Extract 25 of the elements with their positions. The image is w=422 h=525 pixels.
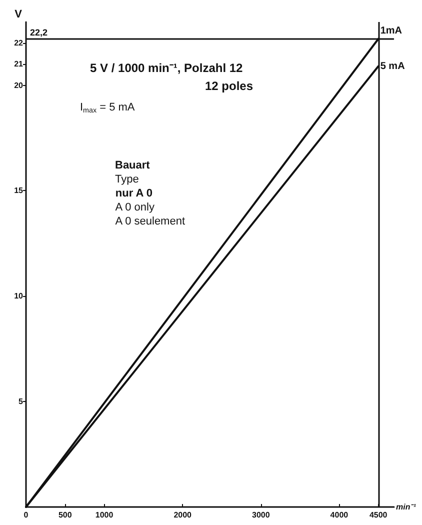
- y-axis-title: V: [14, 8, 23, 20]
- x-tick-label: 4500: [369, 510, 388, 520]
- series-label: 5 mA: [380, 60, 405, 72]
- x-tick-label: 0: [24, 510, 29, 520]
- x-tick-label: 500: [58, 510, 72, 520]
- x-tick-label: 1000: [95, 510, 114, 520]
- annotation: Bauart: [115, 160, 150, 172]
- annotation: 5 V / 1000 min⁻¹, Polzahl 12: [90, 61, 244, 75]
- y-tick-label: 22: [14, 38, 24, 48]
- annotation: A 0 seulement: [115, 216, 186, 228]
- y-tick-label: 10: [14, 292, 24, 301]
- annotation: Type: [114, 174, 139, 186]
- ref-line-label: 22,2: [30, 27, 48, 38]
- x-tick-label: 4000: [330, 510, 349, 520]
- annotation: nur A 0: [115, 188, 152, 200]
- annotation: A 0 only: [115, 202, 155, 214]
- y-tick-label: 21: [14, 60, 24, 69]
- x-tick-label: 3000: [252, 510, 270, 520]
- y-tick-label: 20: [14, 80, 24, 90]
- y-tick-label: 15: [14, 186, 24, 196]
- series-label: 1mA: [380, 25, 402, 36]
- y-tick-label: 5: [18, 397, 24, 406]
- annotation: 12 poles: [205, 79, 254, 93]
- x-tick-label: 2000: [174, 510, 192, 520]
- x-axis-title: min⁻¹: [396, 502, 416, 512]
